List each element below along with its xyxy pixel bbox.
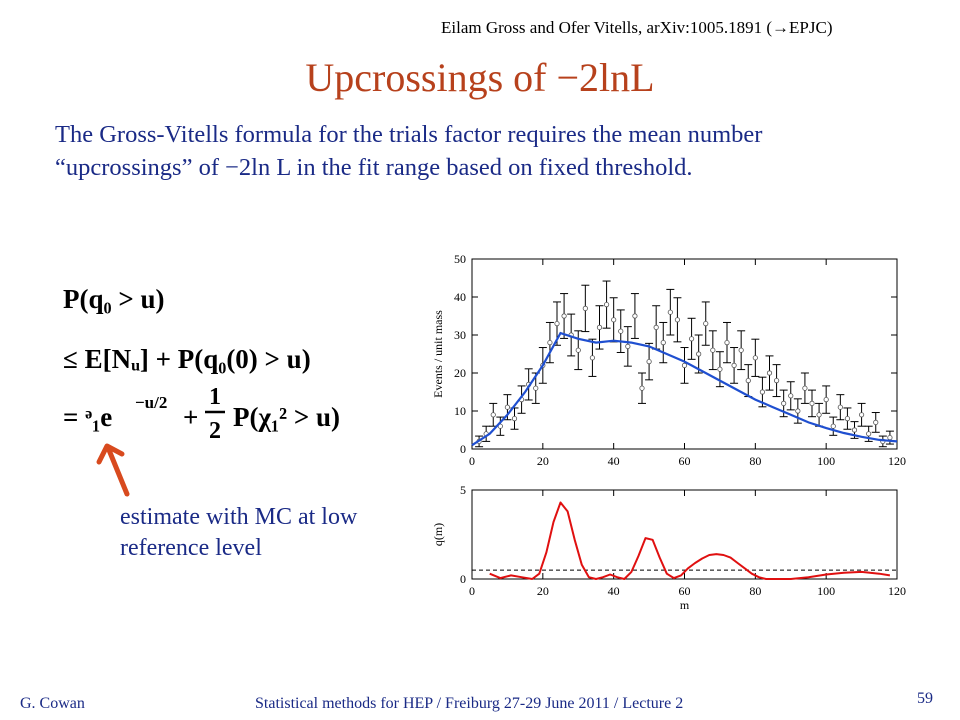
data-point xyxy=(674,317,681,323)
fit-curve xyxy=(471,331,898,447)
x-tick-label: 80 xyxy=(749,584,761,598)
data-point xyxy=(830,423,836,429)
data-point xyxy=(660,340,666,346)
data-point xyxy=(596,324,603,331)
x-tick-label: 40 xyxy=(608,584,620,598)
data-point xyxy=(554,321,560,327)
data-point xyxy=(809,400,815,406)
data-point xyxy=(738,347,744,353)
formula-line-2: ≤ E[Nᵤ] + P(q₀(0) > u) xyxy=(63,344,311,374)
data-point xyxy=(511,416,518,422)
upcrossing-formula: P(q₀ > u) ≤ E[Nᵤ] + P(q₀(0) > u) = ᵊ₁e −… xyxy=(63,284,340,444)
data-point xyxy=(688,336,695,342)
data-point xyxy=(788,393,794,399)
data-point xyxy=(603,301,610,308)
formula-line-3-rhs: P(χ₁² > u) xyxy=(233,402,340,432)
data-point xyxy=(823,397,829,403)
data-point xyxy=(618,328,624,334)
y-tick-label: 10 xyxy=(454,404,466,418)
x-tick-label: 120 xyxy=(888,454,906,468)
slide-title: Upcrossings of −2lnL xyxy=(305,55,655,100)
data-point xyxy=(490,412,496,418)
data-point xyxy=(653,324,659,331)
data-point xyxy=(639,385,645,391)
intro-paragraph: The Gross-Vitells formula for the trials… xyxy=(55,121,763,181)
data-point xyxy=(851,427,858,433)
x-tick-label: 60 xyxy=(679,454,691,468)
x-tick-label: 0 xyxy=(469,454,475,468)
data-point xyxy=(731,362,737,369)
data-point xyxy=(816,412,822,418)
data-point xyxy=(759,389,766,395)
data-point xyxy=(773,378,780,384)
data-point xyxy=(795,408,801,414)
events-histogram-plot: 0 20 40 60 80 100 120 0 10 20 30 40 50 Events / unit … xyxy=(431,252,906,468)
data-point xyxy=(844,416,851,422)
data-point xyxy=(858,412,865,418)
data-point xyxy=(802,385,808,391)
formula-exponent: −u/2 xyxy=(135,393,167,412)
formula-frac-num: 1 xyxy=(209,384,221,410)
y-tick-label: 5 xyxy=(460,483,466,497)
page-number: 59 xyxy=(917,690,933,707)
x-tick-label: 40 xyxy=(608,454,620,468)
data-point xyxy=(589,355,596,361)
formula-frac-den: 2 xyxy=(209,418,221,444)
data-point xyxy=(561,313,567,319)
data-point xyxy=(703,321,709,327)
plot-frame xyxy=(471,489,898,580)
x-tick-label: 100 xyxy=(817,454,835,468)
y-axis-label: q(m) xyxy=(431,523,445,546)
data-point xyxy=(745,378,751,384)
data-point xyxy=(873,419,879,425)
x-tick-label: 20 xyxy=(537,454,549,468)
data-point xyxy=(696,351,702,357)
data-point xyxy=(611,317,617,323)
data-point xyxy=(887,435,893,441)
data-point xyxy=(681,362,688,369)
x-tick-label: 120 xyxy=(888,584,906,598)
y-tick-label: 50 xyxy=(454,252,466,266)
footer-course: Statistical methods for HEP / Freiburg 2… xyxy=(255,695,684,712)
data-point xyxy=(575,347,581,353)
data-point xyxy=(582,305,588,312)
mc-note: estimate with MC at low reference level xyxy=(120,504,358,561)
x-tick-label: 80 xyxy=(749,454,761,468)
x-tick-label: 100 xyxy=(817,584,835,598)
citation: Eilam Gross and Ofer Vitells, arXiv:1005… xyxy=(441,18,833,37)
y-tick-label: 30 xyxy=(454,328,466,342)
footer-author: G. Cowan xyxy=(20,695,85,712)
data-point xyxy=(547,340,553,346)
x-tick-label: 20 xyxy=(537,584,549,598)
x-tick-label: 60 xyxy=(679,584,691,598)
data-point xyxy=(533,385,539,391)
data-point xyxy=(752,355,758,361)
data-point xyxy=(632,313,638,319)
formula-plus: + xyxy=(183,402,198,432)
data-point xyxy=(717,366,723,372)
data-point xyxy=(625,343,631,350)
q-of-m-plot: 0 20 40 60 80 100 120 0 5 q(m) m xyxy=(431,483,906,612)
q-curve xyxy=(489,501,891,580)
formula-line-3-lhs: = ᵊ₁e xyxy=(63,402,112,432)
y-tick-label: 40 xyxy=(454,290,466,304)
formula-line-1: P(q₀ > u) xyxy=(63,284,165,314)
data-point xyxy=(781,400,787,406)
x-axis-label: m xyxy=(680,598,690,612)
data-point xyxy=(837,404,843,410)
data-point xyxy=(724,340,730,346)
data-point xyxy=(504,404,511,410)
data-point xyxy=(667,309,673,315)
data-point xyxy=(766,370,773,376)
x-tick-label: 0 xyxy=(469,584,475,598)
data-point xyxy=(646,359,652,365)
data-point xyxy=(866,431,872,437)
data-point xyxy=(710,347,716,353)
arrow-icon xyxy=(96,443,130,497)
y-tick-label: 20 xyxy=(454,366,466,380)
y-axis-label: Events / unit mass xyxy=(431,310,445,398)
y-tick-label: 0 xyxy=(460,442,466,456)
y-tick-label: 0 xyxy=(460,572,466,586)
